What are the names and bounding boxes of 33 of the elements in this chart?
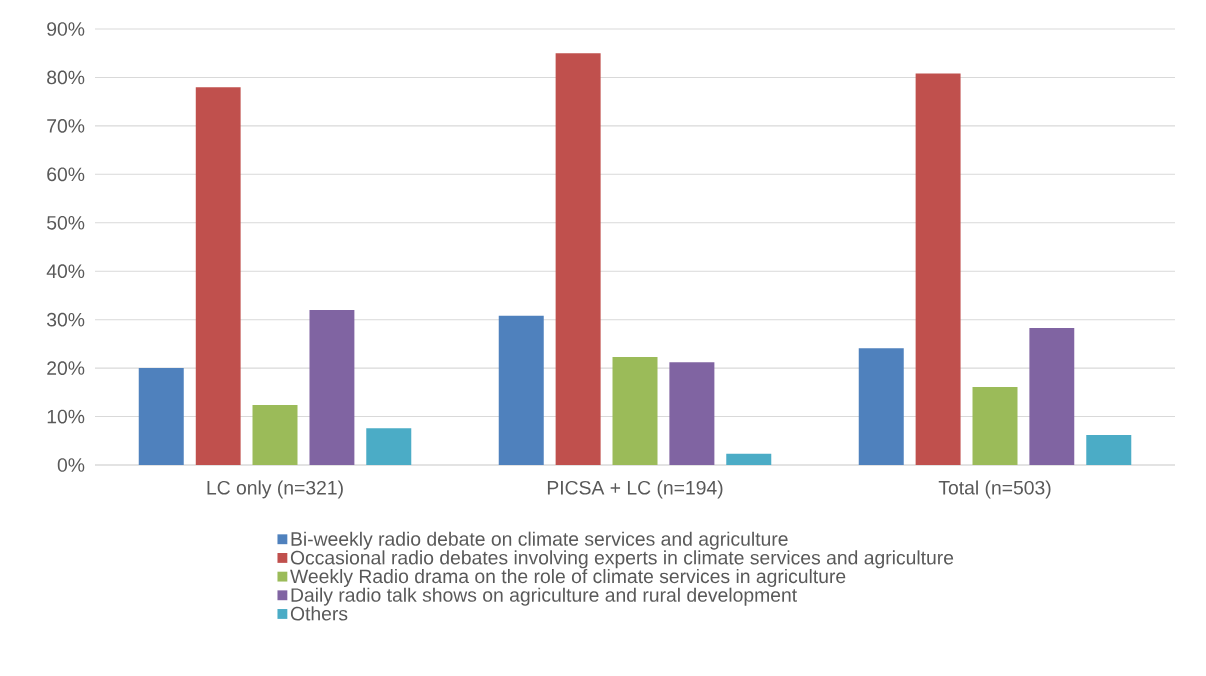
bar — [309, 309, 355, 465]
y-tick-label: 10% — [47, 409, 85, 424]
bar — [252, 404, 298, 465]
bar — [498, 315, 544, 465]
bar — [669, 362, 715, 465]
bar — [555, 53, 601, 465]
bar — [972, 387, 1018, 465]
y-tick-label: 40% — [46, 264, 85, 279]
bar — [1086, 434, 1132, 465]
bar — [366, 428, 412, 465]
bar — [138, 368, 184, 465]
y-tick-label: 80% — [47, 70, 85, 85]
bar — [858, 348, 904, 465]
y-tick-label: 0% — [57, 458, 85, 472]
x-tick-label: PICSA + LC (n=194) — [547, 480, 723, 499]
bar — [726, 453, 772, 465]
x-tick-label: LC only (n=321) — [207, 480, 343, 499]
y-tick-label: 30% — [47, 312, 85, 327]
legend-label: Weekly Radio drama on the role of climate services in agriculture — [290, 568, 846, 588]
y-tick-label: 20% — [47, 361, 85, 375]
bar — [915, 73, 961, 465]
legend-label: Bi-weekly radio debate on climate services and agriculture — [291, 531, 788, 550]
x-tick-label: Total (n=503) — [938, 480, 1051, 499]
legend-label: Daily radio talk shows on agriculture and rural development — [291, 587, 797, 606]
y-tick-label: 60% — [47, 167, 85, 182]
bar — [1029, 327, 1075, 465]
legend-label: Others — [290, 606, 348, 621]
legend-label: Occasional radio debates involving experts in climate services and agriculture — [290, 550, 954, 569]
y-tick-label: 90% — [47, 22, 85, 36]
y-tick-label: 70% — [47, 119, 85, 133]
bar — [195, 87, 241, 465]
y-tick-label: 50% — [47, 215, 85, 230]
bar — [612, 356, 658, 465]
